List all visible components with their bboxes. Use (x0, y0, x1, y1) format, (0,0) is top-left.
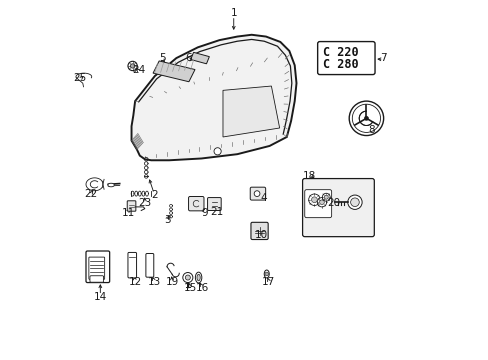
Text: 6: 6 (185, 53, 192, 63)
FancyBboxPatch shape (89, 257, 104, 279)
Circle shape (254, 191, 260, 197)
FancyBboxPatch shape (302, 179, 373, 237)
Text: C 220: C 220 (322, 46, 358, 59)
Text: 5: 5 (159, 53, 166, 63)
Ellipse shape (197, 274, 200, 281)
Text: 24: 24 (132, 64, 145, 75)
Circle shape (351, 104, 380, 132)
Text: 14: 14 (94, 292, 107, 302)
Ellipse shape (195, 272, 202, 283)
Text: C 280: C 280 (322, 58, 358, 71)
Text: 21: 21 (209, 207, 223, 217)
Text: 15: 15 (183, 283, 196, 293)
Circle shape (317, 198, 326, 207)
FancyBboxPatch shape (188, 197, 203, 211)
Circle shape (324, 195, 327, 199)
Circle shape (185, 275, 190, 280)
Text: 12: 12 (128, 277, 142, 287)
FancyBboxPatch shape (207, 198, 221, 211)
Text: 17: 17 (262, 277, 275, 287)
Polygon shape (153, 61, 195, 82)
Circle shape (350, 198, 359, 207)
Text: 8: 8 (368, 125, 374, 135)
Text: 4: 4 (261, 193, 267, 203)
Circle shape (319, 200, 324, 204)
Circle shape (311, 197, 317, 203)
Polygon shape (223, 86, 279, 137)
Text: 11: 11 (121, 208, 134, 218)
FancyBboxPatch shape (86, 251, 109, 283)
FancyBboxPatch shape (128, 252, 136, 278)
Text: 19: 19 (165, 277, 178, 287)
Text: 13: 13 (147, 277, 161, 287)
FancyBboxPatch shape (127, 201, 136, 211)
FancyBboxPatch shape (145, 253, 153, 277)
Circle shape (128, 61, 137, 71)
FancyBboxPatch shape (317, 41, 374, 75)
Text: 2: 2 (150, 190, 157, 200)
Circle shape (130, 64, 135, 68)
Circle shape (347, 195, 362, 210)
Text: 22: 22 (84, 189, 98, 199)
Circle shape (348, 101, 383, 135)
FancyBboxPatch shape (250, 187, 265, 200)
Circle shape (308, 194, 320, 206)
FancyBboxPatch shape (90, 276, 103, 282)
Text: 20: 20 (326, 198, 339, 208)
Ellipse shape (264, 270, 269, 278)
Text: 23: 23 (138, 198, 151, 208)
Text: 18: 18 (303, 171, 316, 181)
Text: 1: 1 (230, 8, 237, 18)
Circle shape (322, 193, 329, 201)
Text: 9: 9 (201, 208, 207, 218)
Text: 25: 25 (74, 73, 87, 83)
Ellipse shape (108, 183, 114, 187)
FancyBboxPatch shape (304, 190, 331, 218)
Polygon shape (190, 52, 209, 64)
FancyBboxPatch shape (250, 222, 267, 239)
Text: 16: 16 (195, 283, 208, 293)
Circle shape (364, 116, 368, 121)
Text: 10: 10 (255, 230, 268, 239)
Text: 7: 7 (380, 53, 386, 63)
Circle shape (214, 148, 221, 155)
Polygon shape (131, 35, 296, 160)
Text: 3: 3 (164, 215, 170, 225)
Circle shape (264, 272, 268, 276)
Circle shape (183, 273, 192, 283)
